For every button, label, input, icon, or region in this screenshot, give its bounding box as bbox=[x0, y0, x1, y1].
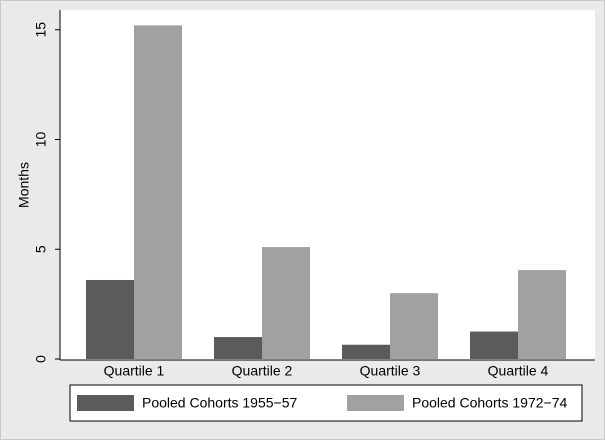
legend-label: Pooled Cohorts 1972−74 bbox=[412, 395, 567, 411]
y-tick-label: 15 bbox=[33, 22, 49, 38]
y-axis-label: Months bbox=[16, 162, 32, 208]
bar bbox=[262, 247, 310, 359]
legend-label: Pooled Cohorts 1955−57 bbox=[142, 395, 297, 411]
bar bbox=[518, 270, 566, 359]
bar bbox=[134, 25, 182, 360]
y-tick-label: 5 bbox=[33, 245, 49, 253]
legend-swatch bbox=[347, 395, 404, 411]
x-tick-label: Quartile 1 bbox=[104, 363, 165, 379]
y-tick-label: 10 bbox=[33, 132, 49, 148]
x-tick-label: Quartile 2 bbox=[232, 363, 293, 379]
bar bbox=[214, 337, 262, 359]
legend-swatch bbox=[77, 395, 134, 411]
bar bbox=[470, 331, 518, 359]
bar bbox=[86, 279, 134, 359]
bar bbox=[342, 344, 390, 359]
bar bbox=[390, 293, 438, 359]
legend bbox=[69, 384, 583, 422]
y-tick-label: 0 bbox=[33, 355, 49, 363]
x-tick-label: Quartile 4 bbox=[488, 363, 549, 379]
x-tick-label: Quartile 3 bbox=[360, 363, 421, 379]
